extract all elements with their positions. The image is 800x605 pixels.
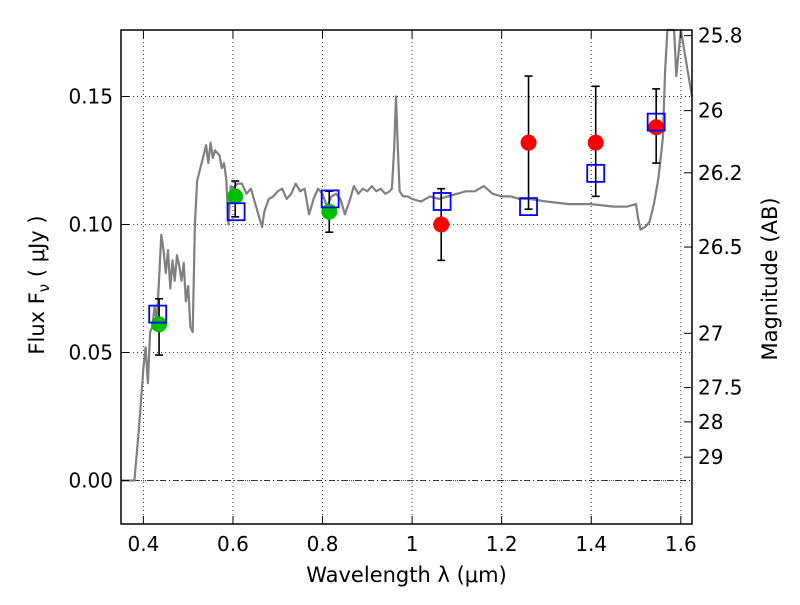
data-point-circle bbox=[648, 119, 665, 136]
right-tick-label: 26.2 bbox=[698, 161, 743, 185]
spectrum-line bbox=[121, 28, 694, 482]
error-bars bbox=[155, 75, 661, 356]
right-axis-title: Magnitude (AB) bbox=[758, 197, 782, 360]
grid bbox=[121, 30, 692, 524]
plot-frame bbox=[120, 29, 693, 525]
right-tick-label: 26 bbox=[698, 99, 723, 123]
y-axis-title: Flux Fν ( μJy ) bbox=[25, 215, 53, 354]
y-tick-label: 0.10 bbox=[68, 213, 113, 237]
data-point-circle bbox=[227, 188, 244, 205]
right-tick-label: 29 bbox=[698, 445, 723, 469]
x-tick-label: 1.4 bbox=[575, 532, 607, 556]
right-tick-label: 26.5 bbox=[698, 235, 743, 259]
data-point-circle bbox=[433, 216, 450, 233]
x-tick-label: 0.8 bbox=[307, 532, 339, 556]
model-point-square bbox=[646, 112, 666, 132]
x-tick-label: 1.6 bbox=[665, 532, 697, 556]
model-point-square bbox=[432, 192, 452, 211]
y-tick-label: 0.15 bbox=[68, 85, 113, 109]
y-tick-label: 0.05 bbox=[68, 341, 113, 365]
right-tick-label: 27.5 bbox=[698, 376, 743, 400]
ticks bbox=[121, 30, 692, 524]
x-tick-label: 0.4 bbox=[127, 532, 159, 556]
tick-labels: 0.4 0.6 0.8 1 1.2 1.4 1.6 0.00 0.05 0.10 0.15 25.8 2… bbox=[68, 24, 742, 556]
data-point-circle bbox=[321, 203, 338, 220]
model-spectrum bbox=[121, 28, 694, 482]
right-tick-label: 27 bbox=[698, 321, 723, 345]
right-tick-label: 28 bbox=[698, 410, 723, 434]
data-point-circle bbox=[587, 134, 604, 151]
data-markers bbox=[148, 112, 666, 333]
model-point-square bbox=[320, 189, 340, 209]
x-tick-label: 1 bbox=[406, 532, 419, 556]
model-point-square bbox=[148, 304, 168, 324]
x-axis-title: Wavelength λ (μm) bbox=[306, 563, 507, 587]
data-point-circle bbox=[151, 316, 168, 333]
y-tick-label: 0.00 bbox=[68, 468, 113, 492]
model-point-square bbox=[519, 197, 538, 217]
model-point-square bbox=[226, 202, 246, 222]
data-point-circle bbox=[520, 134, 537, 151]
x-tick-label: 1.2 bbox=[486, 532, 518, 556]
right-tick-label: 25.8 bbox=[698, 24, 743, 48]
x-tick-label: 0.6 bbox=[217, 532, 249, 556]
model-point-square bbox=[586, 163, 606, 183]
